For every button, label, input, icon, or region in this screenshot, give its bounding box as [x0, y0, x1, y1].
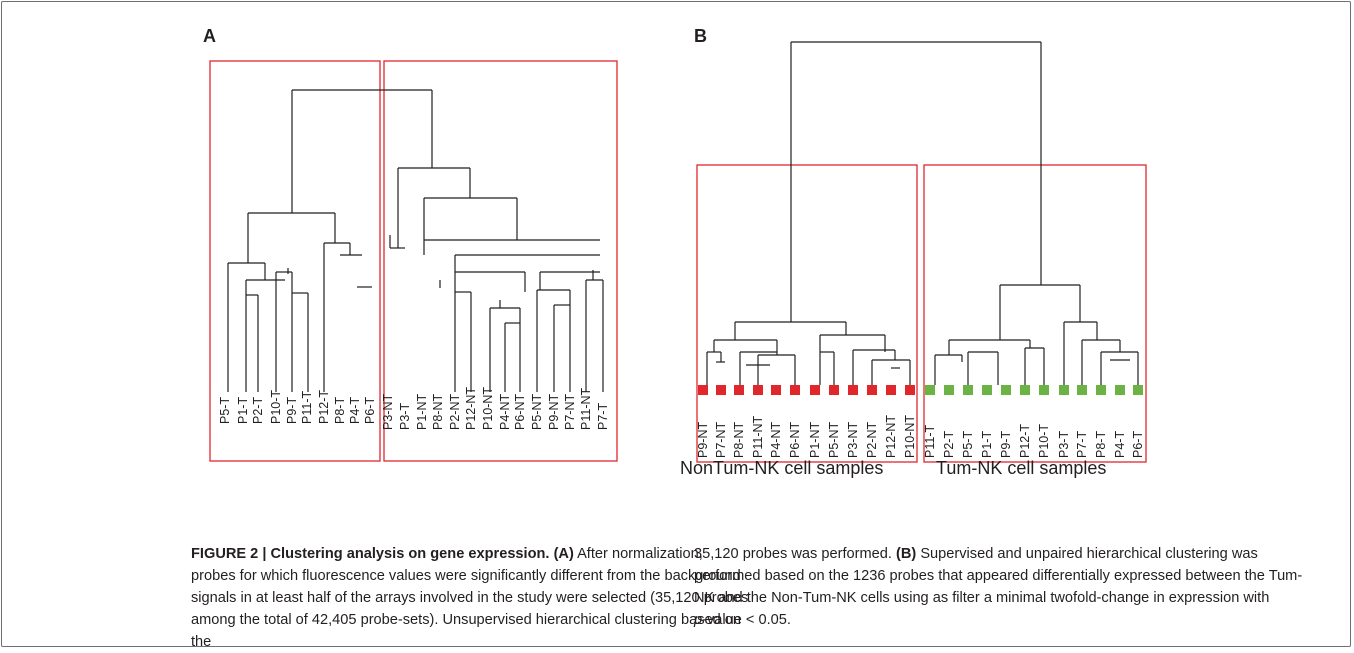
tum-sample-marker	[982, 385, 992, 395]
figure-graphic: A P5-T P1-T P2-T P10-T P9-T P11-T P12-T P8-T P4-…	[203, 26, 1147, 478]
panel-b-nontum-leaf-label: P9-NT	[696, 422, 710, 458]
panel-a-right-leaf-label: P2-NT	[448, 394, 462, 430]
panel-b-tum-leaf-label: P7-T	[1075, 431, 1089, 458]
panel-b-nontum-box	[696, 164, 918, 463]
tum-sample-marker	[1039, 385, 1049, 395]
panel-a-right-leaf-label: P7-NT	[563, 394, 577, 430]
panel-b-tum-leaf-label: P10-T	[1037, 424, 1051, 458]
tum-sample-marker	[1077, 385, 1087, 395]
panel-a-left-leaf-label: P2-T	[251, 397, 265, 424]
panel-b-tum-leaf-label: P1-T	[980, 431, 994, 458]
nontum-sample-marker	[716, 385, 726, 395]
tum-sample-marker	[963, 385, 973, 395]
panel-a-right-leaf-label: P10-NT	[481, 387, 495, 430]
panel-b-tum-leaf-labels: P11-T P2-T P5-T P1-T P9-T P12-T P10-T P3-T P7-T P…	[923, 424, 1145, 458]
caption-left-column: FIGURE 2 | Clustering analysis on gene e…	[191, 543, 751, 653]
panel-b-nontum-leaf-label: P6-NT	[788, 422, 802, 458]
caption-right-text-2: Supervised and unpaired hierarchical clu…	[694, 546, 1303, 606]
tum-sample-marker	[925, 385, 935, 395]
panel-b-tum-leaf-label: P2-T	[942, 431, 956, 458]
panel-b-nontum-leaf-label: P8-NT	[732, 422, 746, 458]
panel-a-dendrogram	[227, 89, 604, 392]
caption-b-tag: (B)	[896, 546, 917, 562]
panel-b-tum-leaf-label: P11-T	[923, 425, 937, 458]
panel-a-left-leaf-label: P9-T	[285, 397, 299, 424]
nontum-sample-marker	[867, 385, 877, 395]
panel-b-letter: B	[694, 26, 707, 46]
panel-b-tum-leaf-label: P5-T	[961, 431, 975, 458]
panel-a-right-leaf-label: P5-NT	[530, 394, 544, 430]
tum-sample-marker	[1133, 385, 1143, 395]
panel-a-right-leaf-labels: P3-NT P3-T P1-NT P8-NT P2-NT P12-NT P10-NT P4-N…	[381, 387, 610, 430]
panel-b-nontum-leaf-label: P5-NT	[827, 422, 841, 458]
panel-a-left-leaf-label: P11-T	[300, 391, 314, 424]
panel-a-right-leaf-label: P7-T	[596, 403, 610, 430]
nontum-sample-marker	[829, 385, 839, 395]
tum-sample-marker	[1096, 385, 1106, 395]
panel-a-left-leaf-label: P5-T	[218, 397, 232, 424]
nontum-group-label: NonTum-NK cell samples	[680, 458, 883, 478]
nontum-sample-marker	[771, 385, 781, 395]
panel-a-right-leaf-label: P11-NT	[579, 387, 593, 430]
panel-b-tum-leaf-label: P3-T	[1057, 431, 1071, 458]
panel-a-right-leaf-label: P8-NT	[431, 394, 445, 430]
panel-a-right-leaf-label: P9-NT	[547, 394, 561, 430]
nontum-sample-marker	[790, 385, 800, 395]
caption-right-text-1: 35,120 probes was performed.	[694, 546, 896, 562]
panel-b-tum-leaf-label: P4-T	[1113, 431, 1127, 458]
panel-a-right-leaf-label: P3-T	[398, 403, 412, 430]
panel-b-tum-box	[923, 164, 1147, 463]
nontum-sample-marker	[698, 385, 708, 395]
caption-figure-label: FIGURE 2 | Clustering analysis on gene e…	[191, 546, 550, 562]
panel-b-tum-leaf-label: P6-T	[1131, 431, 1145, 458]
tum-sample-marker	[944, 385, 954, 395]
panel-b-nontum-leaf-labels: P9-NT P7-NT P8-NT P11-NT P4-NT P6-NT P1-NT P5-N…	[696, 415, 917, 458]
panel-a-right-leaf-label: P6-NT	[513, 394, 527, 430]
caption-left-text: After normalization, probes for which fl…	[191, 546, 749, 650]
panel-b-nontum-leaf-label: P1-NT	[808, 422, 822, 458]
nontum-sample-marker	[886, 385, 896, 395]
panel-a-left-group-box	[209, 60, 381, 462]
panel-b-nontum-leaf-label: P3-NT	[846, 422, 860, 458]
panel-a-left-leaf-label: P12-T	[317, 390, 331, 424]
tum-sample-marker	[1059, 385, 1069, 395]
panel-b-sample-markers	[698, 385, 1143, 395]
panel-b-tum-leaf-label: P8-T	[1094, 431, 1108, 458]
panel-b-tum-leaf-label: P9-T	[999, 431, 1013, 458]
panel-b-nontum-leaf-label: P2-NT	[865, 422, 879, 458]
panel-a-right-leaf-label: P4-NT	[498, 394, 512, 430]
panel-a-right-leaf-label: P3-NT	[381, 394, 395, 430]
caption-right-column: 35,120 probes was performed. (B) Supervi…	[694, 543, 1314, 631]
nontum-sample-marker	[753, 385, 763, 395]
panel-b-nontum-leaf-label: P4-NT	[769, 422, 783, 458]
panel-a-right-leaf-label: P1-NT	[415, 394, 429, 430]
panel-a-left-leaf-label: P8-T	[333, 397, 347, 424]
tum-sample-marker	[1115, 385, 1125, 395]
nontum-sample-marker	[810, 385, 820, 395]
panel-a-left-leaf-label: P6-T	[363, 397, 377, 424]
tum-group-label: Tum-NK cell samples	[936, 458, 1106, 478]
panel-b-nontum-leaf-label: P7-NT	[714, 422, 728, 458]
panel-b-dendrogram	[706, 41, 1139, 385]
caption-p-symbol: p	[694, 612, 703, 628]
nontum-sample-marker	[848, 385, 858, 395]
nontum-sample-marker	[905, 385, 915, 395]
panel-b-nontum-leaf-label: P10-NT	[903, 415, 917, 458]
panel-a-right-leaf-label: P12-NT	[464, 387, 478, 430]
panel-b-nontum-leaf-label: P12-NT	[884, 415, 898, 458]
panel-a-left-leaf-label: P4-T	[348, 397, 362, 424]
panel-a-right-group-box	[383, 60, 618, 462]
panel-a-left-leaf-label: P10-T	[269, 390, 283, 424]
caption-right-text-3: -value < 0.05.	[702, 612, 791, 628]
panel-a-left-leaf-labels: P5-T P1-T P2-T P10-T P9-T P11-T P12-T P8-T P4-T P…	[218, 390, 377, 424]
panel-a-letter: A	[203, 26, 216, 46]
nontum-sample-marker	[734, 385, 744, 395]
tum-sample-marker	[1001, 385, 1011, 395]
panel-b-nontum-leaf-label: P11-NT	[751, 415, 765, 458]
caption-a-tag: (A)	[553, 546, 574, 562]
panel-b-tum-leaf-label: P12-T	[1018, 424, 1032, 458]
tum-sample-marker	[1020, 385, 1030, 395]
panel-a-left-leaf-label: P1-T	[236, 397, 250, 424]
